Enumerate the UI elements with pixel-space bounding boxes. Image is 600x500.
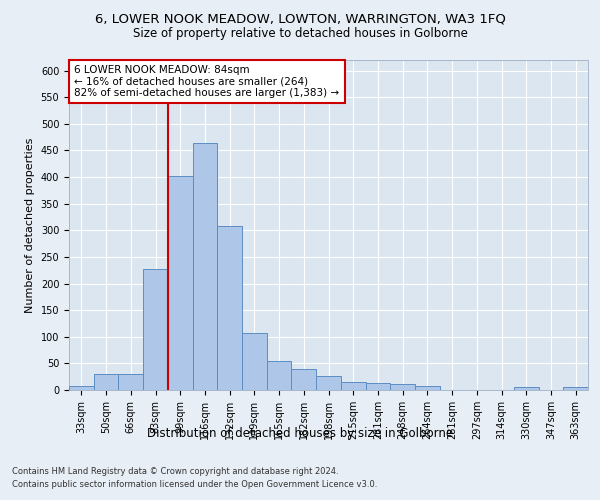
Bar <box>168 176 193 390</box>
Text: 6 LOWER NOOK MEADOW: 84sqm
← 16% of detached houses are smaller (264)
82% of sem: 6 LOWER NOOK MEADOW: 84sqm ← 16% of deta… <box>74 65 340 98</box>
Bar <box>292 368 316 390</box>
Text: Contains HM Land Registry data © Crown copyright and database right 2024.: Contains HM Land Registry data © Crown c… <box>12 468 338 476</box>
Bar <box>316 376 341 390</box>
Text: Contains public sector information licensed under the Open Government Licence v3: Contains public sector information licen… <box>12 480 377 489</box>
Bar <box>118 374 143 390</box>
Bar <box>390 384 415 390</box>
Y-axis label: Number of detached properties: Number of detached properties <box>25 138 35 312</box>
Bar <box>267 362 292 390</box>
Bar <box>365 383 390 390</box>
Bar <box>69 386 94 390</box>
Bar <box>514 388 539 390</box>
Bar <box>341 382 365 390</box>
Text: Distribution of detached houses by size in Golborne: Distribution of detached houses by size … <box>147 428 453 440</box>
Text: 6, LOWER NOOK MEADOW, LOWTON, WARRINGTON, WA3 1FQ: 6, LOWER NOOK MEADOW, LOWTON, WARRINGTON… <box>95 12 505 26</box>
Bar <box>563 388 588 390</box>
Bar <box>143 268 168 390</box>
Bar <box>94 374 118 390</box>
Bar <box>217 226 242 390</box>
Bar <box>242 332 267 390</box>
Bar <box>415 386 440 390</box>
Text: Size of property relative to detached houses in Golborne: Size of property relative to detached ho… <box>133 28 467 40</box>
Bar <box>193 142 217 390</box>
